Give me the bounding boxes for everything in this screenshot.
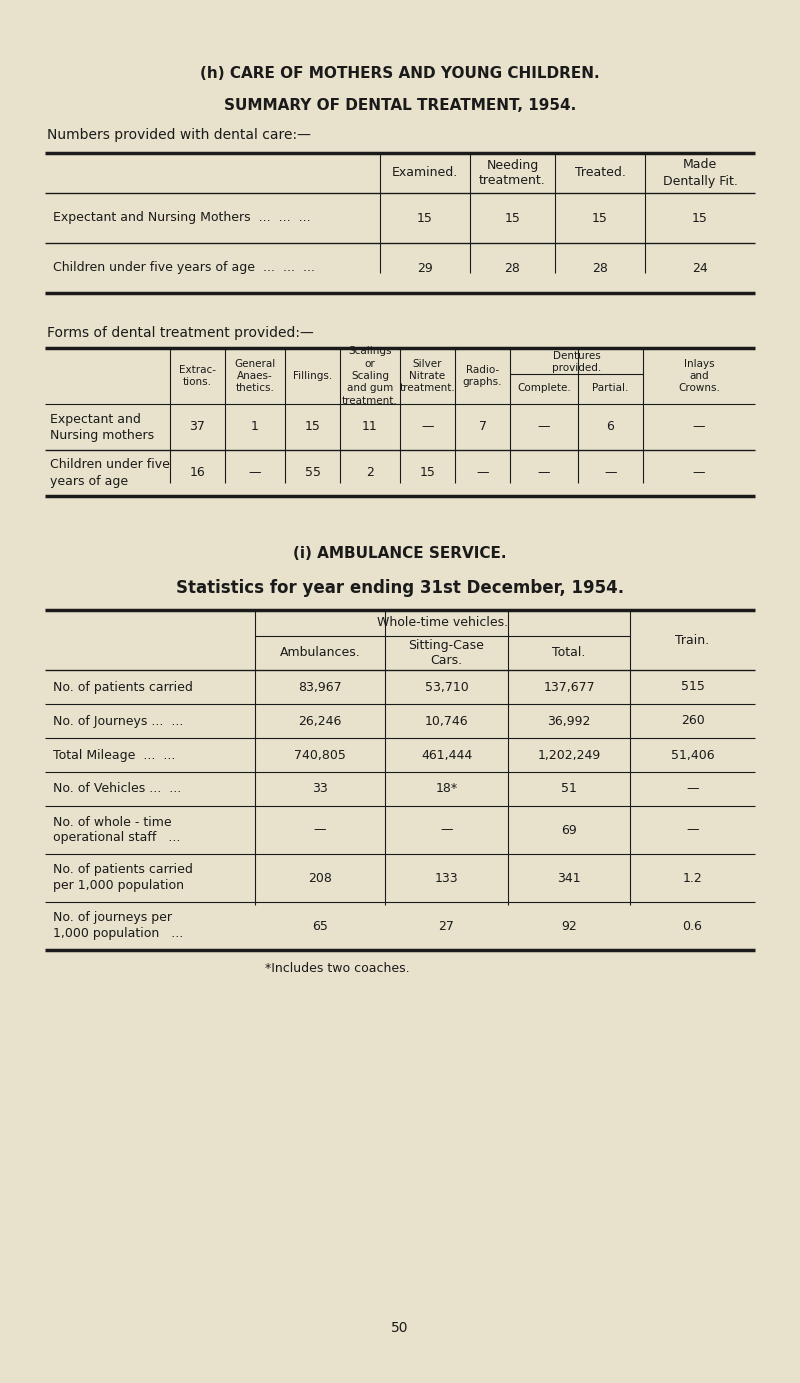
Text: Train.: Train. <box>675 633 710 646</box>
Text: 0.6: 0.6 <box>682 920 702 932</box>
Text: No. of journeys per
1,000 population   ...: No. of journeys per 1,000 population ... <box>53 911 183 940</box>
Text: Children under five
years of age: Children under five years of age <box>50 459 170 487</box>
Text: 65: 65 <box>312 920 328 932</box>
Text: 28: 28 <box>592 261 608 274</box>
Text: Dentures
provided.: Dentures provided. <box>552 351 601 373</box>
Text: 15: 15 <box>305 420 321 433</box>
Text: 50: 50 <box>391 1321 409 1335</box>
Text: Treated.: Treated. <box>574 166 626 180</box>
Text: SUMMARY OF DENTAL TREATMENT, 1954.: SUMMARY OF DENTAL TREATMENT, 1954. <box>224 97 576 112</box>
Text: 1.2: 1.2 <box>682 871 702 885</box>
Text: 1: 1 <box>251 420 259 433</box>
Text: Forms of dental treatment provided:—: Forms of dental treatment provided:— <box>47 326 314 340</box>
Text: Examined.: Examined. <box>392 166 458 180</box>
Text: 16: 16 <box>190 466 206 480</box>
Text: 15: 15 <box>417 212 433 224</box>
Text: 29: 29 <box>417 261 433 274</box>
Text: Scalings
or
Scaling
and gum
treatment.: Scalings or Scaling and gum treatment. <box>342 346 398 405</box>
Text: Whole-time vehicles.: Whole-time vehicles. <box>377 617 508 629</box>
Text: 7: 7 <box>478 420 486 433</box>
Text: Partial.: Partial. <box>592 383 629 393</box>
Text: Children under five years of age  ...  ...  ...: Children under five years of age ... ...… <box>53 261 315 274</box>
Text: —: — <box>422 420 434 433</box>
Text: Inlays
and
Crowns.: Inlays and Crowns. <box>678 358 720 393</box>
Text: (i) AMBULANCE SERVICE.: (i) AMBULANCE SERVICE. <box>294 545 506 560</box>
Text: Sitting-Case
Cars.: Sitting-Case Cars. <box>409 639 485 668</box>
Text: —: — <box>538 420 550 433</box>
Text: 55: 55 <box>305 466 321 480</box>
Text: —: — <box>314 823 326 837</box>
Text: 33: 33 <box>312 783 328 795</box>
Text: 69: 69 <box>561 823 577 837</box>
Text: 341: 341 <box>557 871 581 885</box>
Text: Total.: Total. <box>552 646 586 660</box>
Text: 26,246: 26,246 <box>298 715 342 727</box>
Text: 515: 515 <box>681 680 705 693</box>
Text: 18*: 18* <box>435 783 458 795</box>
Text: *Includes two coaches.: *Includes two coaches. <box>265 961 410 975</box>
Text: 27: 27 <box>438 920 454 932</box>
Text: 15: 15 <box>692 212 708 224</box>
Text: Radio-
graphs.: Radio- graphs. <box>462 365 502 387</box>
Text: 10,746: 10,746 <box>425 715 468 727</box>
Text: —: — <box>249 466 262 480</box>
Text: 36,992: 36,992 <box>547 715 590 727</box>
Text: Extrac-
tions.: Extrac- tions. <box>179 365 216 387</box>
Text: 133: 133 <box>434 871 458 885</box>
Text: 51: 51 <box>561 783 577 795</box>
Text: No. of Journeys ...  ...: No. of Journeys ... ... <box>53 715 183 727</box>
Text: 208: 208 <box>308 871 332 885</box>
Text: No. of whole - time
operational staff   ...: No. of whole - time operational staff ..… <box>53 816 180 845</box>
Text: —: — <box>686 823 698 837</box>
Text: Fillings.: Fillings. <box>293 371 332 380</box>
Text: 137,677: 137,677 <box>543 680 595 693</box>
Text: General
Anaes-
thetics.: General Anaes- thetics. <box>234 358 276 393</box>
Text: Silver
Nitrate
treatment.: Silver Nitrate treatment. <box>400 358 455 393</box>
Text: 2: 2 <box>366 466 374 480</box>
Text: 461,444: 461,444 <box>421 748 472 762</box>
Text: Expectant and Nursing Mothers  ...  ...  ...: Expectant and Nursing Mothers ... ... ..… <box>53 212 310 224</box>
Text: 28: 28 <box>505 261 521 274</box>
Text: 37: 37 <box>190 420 206 433</box>
Text: 260: 260 <box>681 715 704 727</box>
Text: Numbers provided with dental care:—: Numbers provided with dental care:— <box>47 129 311 142</box>
Text: Ambulances.: Ambulances. <box>280 646 360 660</box>
Text: 6: 6 <box>606 420 614 433</box>
Text: Made
Dentally Fit.: Made Dentally Fit. <box>662 159 738 188</box>
Text: 15: 15 <box>592 212 608 224</box>
Text: Needing
treatment.: Needing treatment. <box>479 159 546 188</box>
Text: —: — <box>476 466 489 480</box>
Text: 740,805: 740,805 <box>294 748 346 762</box>
Text: 24: 24 <box>692 261 708 274</box>
Text: 15: 15 <box>419 466 435 480</box>
Text: 51,406: 51,406 <box>670 748 714 762</box>
Text: Expectant and
Nursing mothers: Expectant and Nursing mothers <box>50 412 154 441</box>
Text: —: — <box>538 466 550 480</box>
Text: —: — <box>693 466 706 480</box>
Text: (h) CARE OF MOTHERS AND YOUNG CHILDREN.: (h) CARE OF MOTHERS AND YOUNG CHILDREN. <box>200 65 600 80</box>
Text: 15: 15 <box>505 212 521 224</box>
Text: No. of Vehicles ...  ...: No. of Vehicles ... ... <box>53 783 182 795</box>
Text: 11: 11 <box>362 420 378 433</box>
Text: —: — <box>604 466 617 480</box>
Text: No. of patients carried
per 1,000 population: No. of patients carried per 1,000 popula… <box>53 863 193 892</box>
Text: Complete.: Complete. <box>517 383 571 393</box>
Text: Total Mileage  ...  ...: Total Mileage ... ... <box>53 748 175 762</box>
Text: —: — <box>693 420 706 433</box>
Text: —: — <box>440 823 453 837</box>
Text: 92: 92 <box>561 920 577 932</box>
Text: —: — <box>686 783 698 795</box>
Text: No. of patients carried: No. of patients carried <box>53 680 193 693</box>
Text: 53,710: 53,710 <box>425 680 468 693</box>
Text: Statistics for year ending 31st December, 1954.: Statistics for year ending 31st December… <box>176 579 624 597</box>
Text: 1,202,249: 1,202,249 <box>538 748 601 762</box>
Text: 83,967: 83,967 <box>298 680 342 693</box>
